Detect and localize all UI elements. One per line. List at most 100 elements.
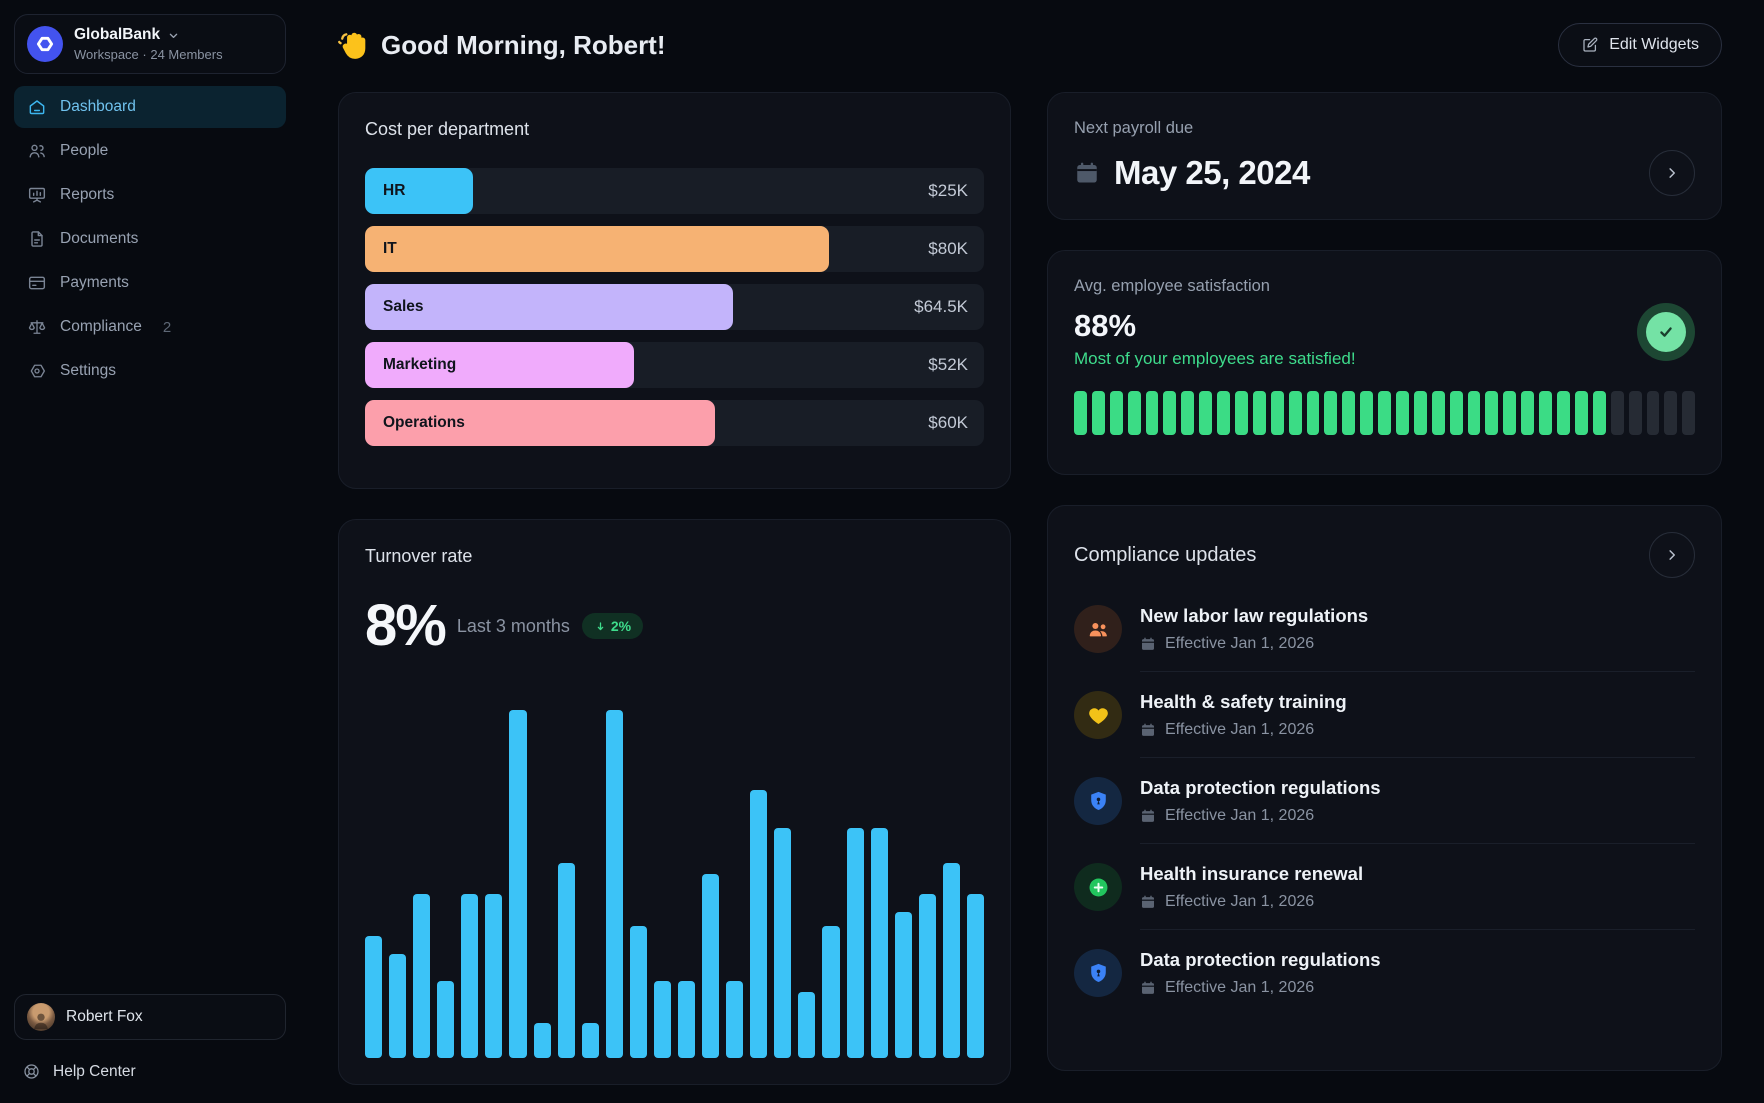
cost-bar-fill: Sales bbox=[365, 284, 734, 330]
cost-bar-label: Marketing bbox=[383, 356, 457, 373]
satisfaction-segment bbox=[1163, 391, 1177, 435]
sidebar-item-dashboard[interactable]: Dashboard bbox=[14, 86, 286, 128]
sidebar-item-reports[interactable]: Reports bbox=[14, 174, 286, 216]
compliance-item-effective: Effective Jan 1, 2026 bbox=[1140, 979, 1381, 997]
satisfaction-segment bbox=[1413, 391, 1427, 435]
turnover-bar bbox=[389, 953, 407, 1058]
compliance-item-title: Health insurance renewal bbox=[1140, 863, 1364, 884]
edit-icon bbox=[1581, 36, 1599, 54]
cost-bar-label: Operations bbox=[383, 414, 465, 431]
edit-widgets-button[interactable]: Edit Widgets bbox=[1558, 23, 1722, 67]
cost-bar-value: $52K bbox=[928, 355, 968, 374]
cost-bar-value: $60K bbox=[928, 413, 968, 432]
nav-label: Compliance bbox=[60, 318, 142, 335]
satisfaction-card-title: Avg. employee satisfaction bbox=[1074, 277, 1270, 295]
satisfaction-segment bbox=[1628, 391, 1642, 435]
compliance-item[interactable]: Health insurance renewal Effective Jan 1,… bbox=[1074, 844, 1695, 930]
next-payroll-card: Next payroll due May 25, 2024 bbox=[1047, 92, 1722, 220]
greeting-text: Good Morning, Robert! bbox=[381, 29, 666, 60]
main-content: Good Morning, Robert! Edit Widgets Cost … bbox=[300, 0, 1764, 1103]
workspace-name: GlobalBank bbox=[74, 26, 161, 43]
compliance-item-title: Data protection regulations bbox=[1140, 777, 1381, 798]
turnover-bar bbox=[798, 991, 816, 1058]
cost-bar-fill: HR bbox=[365, 168, 474, 214]
satisfaction-segment bbox=[1521, 391, 1535, 435]
turnover-bar bbox=[918, 894, 936, 1058]
heart-icon bbox=[1074, 691, 1122, 739]
help-center-link[interactable]: Help Center bbox=[14, 1054, 286, 1089]
compliance-item[interactable]: Data protection regulations Effective Jan… bbox=[1074, 758, 1695, 844]
effective-date-text: Effective Jan 1, 2026 bbox=[1165, 807, 1315, 824]
shield-icon bbox=[1074, 949, 1122, 997]
compliance-item[interactable]: Health & safety training Effective Jan 1,… bbox=[1074, 672, 1695, 758]
turnover-bar bbox=[726, 981, 744, 1058]
satisfaction-segment bbox=[1485, 391, 1499, 435]
effective-date-text: Effective Jan 1, 2026 bbox=[1165, 979, 1315, 996]
cost-bar-value: $80K bbox=[928, 239, 968, 258]
turnover-stat-row: 8% Last 3 months 2% bbox=[365, 597, 984, 655]
avatar bbox=[27, 1003, 55, 1031]
turnover-delta-badge: 2% bbox=[581, 613, 644, 639]
turnover-bar bbox=[653, 981, 672, 1058]
widget-grid: Cost per department HR $25K IT $80K Sales $64… bbox=[338, 92, 1722, 1085]
sidebar-item-documents[interactable]: Documents bbox=[14, 218, 286, 260]
effective-date-text: Effective Jan 1, 2026 bbox=[1165, 893, 1315, 910]
sidebar-item-payments[interactable]: Payments bbox=[14, 262, 286, 304]
check-badge-inner bbox=[1646, 312, 1686, 352]
scales-icon bbox=[27, 317, 47, 337]
cost-rows: HR $25K IT $80K Sales $64.5K Marketing $52K Oper… bbox=[365, 168, 984, 446]
satisfaction-segment bbox=[1646, 391, 1660, 435]
turnover-bar bbox=[509, 710, 527, 1058]
satisfaction-segment bbox=[1574, 391, 1588, 435]
sidebar-item-compliance[interactable]: Compliance 2 bbox=[14, 306, 286, 348]
satisfaction-segment bbox=[1431, 391, 1445, 435]
satisfaction-segment bbox=[1503, 391, 1517, 435]
satisfaction-segment bbox=[1288, 391, 1302, 435]
satisfaction-segment bbox=[1235, 391, 1248, 435]
compliance-item[interactable]: New labor law regulations Effective Jan 1… bbox=[1074, 586, 1695, 672]
turnover-bar bbox=[413, 894, 431, 1058]
satisfaction-segment bbox=[1252, 391, 1266, 435]
satisfaction-message: Most of your employees are satisfied! bbox=[1074, 349, 1356, 368]
compliance-item[interactable]: Data protection regulations Effective Jan… bbox=[1074, 930, 1695, 1016]
payroll-details-button[interactable] bbox=[1649, 150, 1695, 196]
calendar-icon bbox=[1140, 980, 1156, 996]
satisfaction-segment bbox=[1610, 391, 1624, 435]
arrow-down-icon bbox=[594, 620, 607, 633]
satisfaction-segment bbox=[1664, 391, 1678, 435]
satisfaction-segment bbox=[1306, 391, 1320, 435]
hexagon-logo-icon bbox=[35, 34, 55, 54]
cost-bar-row: HR $25K bbox=[365, 168, 984, 214]
satisfaction-segment bbox=[1592, 391, 1606, 435]
turnover-value: 8% bbox=[365, 593, 447, 658]
satisfaction-segment bbox=[1127, 391, 1141, 435]
compliance-more-button[interactable] bbox=[1649, 532, 1695, 578]
cost-bar-fill: Marketing bbox=[365, 342, 635, 388]
turnover-bar bbox=[485, 894, 503, 1058]
cost-bar-row: IT $80K bbox=[365, 226, 984, 272]
satisfaction-segment bbox=[1396, 391, 1409, 435]
compliance-item-text: Data protection regulations Effective Jan… bbox=[1140, 949, 1381, 997]
nav-label: Documents bbox=[60, 230, 139, 247]
sidebar-item-people[interactable]: People bbox=[14, 130, 286, 172]
help-label: Help Center bbox=[53, 1062, 136, 1080]
satisfaction-segment bbox=[1217, 391, 1231, 435]
sidebar-item-settings[interactable]: Settings bbox=[14, 350, 286, 392]
plus-circle-icon bbox=[1074, 863, 1122, 911]
cost-card-title: Cost per department bbox=[365, 119, 530, 139]
calendar-icon bbox=[1140, 894, 1156, 910]
cost-bar-label: IT bbox=[383, 240, 397, 257]
nav-badge: 2 bbox=[162, 318, 172, 336]
turnover-bar bbox=[461, 894, 479, 1058]
satisfaction-segment bbox=[1360, 391, 1374, 435]
compliance-item-effective: Effective Jan 1, 2026 bbox=[1140, 893, 1363, 911]
compliance-item-title: New labor law regulations bbox=[1140, 605, 1369, 626]
workspace-switcher[interactable]: GlobalBank Workspace · 24 Members bbox=[14, 14, 286, 74]
chevron-right-icon bbox=[1663, 164, 1681, 182]
effective-date-text: Effective Jan 1, 2026 bbox=[1165, 635, 1315, 652]
user-menu[interactable]: Robert Fox bbox=[14, 994, 286, 1040]
topbar: Good Morning, Robert! Edit Widgets bbox=[338, 22, 1722, 68]
workspace-subtitle: Workspace · 24 Members bbox=[74, 47, 223, 62]
satisfaction-segment bbox=[1199, 391, 1213, 435]
compliance-header: Compliance updates bbox=[1074, 532, 1695, 578]
